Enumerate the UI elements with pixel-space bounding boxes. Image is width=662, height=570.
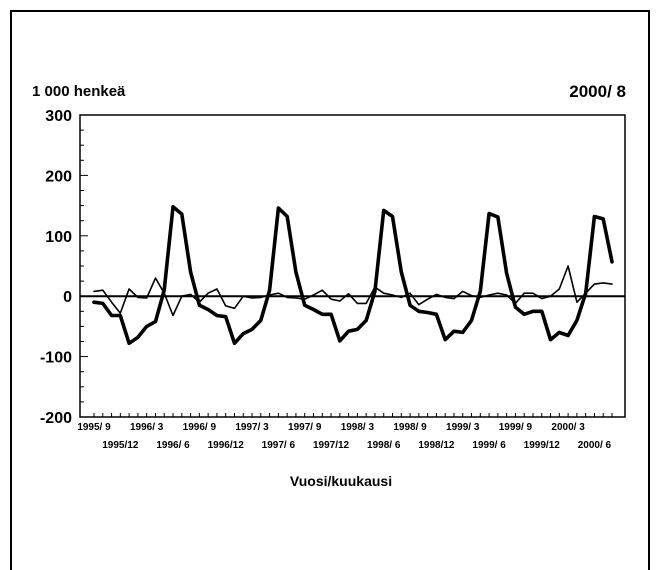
x-tick-label: 1996/12 xyxy=(208,440,245,451)
x-tick-label: 1998/12 xyxy=(418,440,455,451)
x-tick-label: 1998/ 3 xyxy=(341,422,375,433)
x-tick-label: 2000/ 6 xyxy=(578,440,612,451)
y-axis: 300 200 100 0 -100 -200 xyxy=(40,108,88,427)
x-tick-label: 1995/12 xyxy=(102,440,139,451)
y-tick-label: -100 xyxy=(40,350,72,367)
x-tick-label: 1996/ 3 xyxy=(130,422,164,433)
y-tick-label: 0 xyxy=(63,289,72,306)
x-tick-label: 1999/ 9 xyxy=(499,422,533,433)
x-tick-label: 1999/ 3 xyxy=(446,422,480,433)
period-label: 2000/ 8 xyxy=(569,82,626,101)
x-tick-label: 1998/ 9 xyxy=(393,422,427,433)
x-tick-label: 1996/ 9 xyxy=(183,422,217,433)
x-tick-label: 1999/12 xyxy=(524,440,561,451)
series-line-thick xyxy=(92,205,614,346)
x-tick-label: 1997/ 6 xyxy=(262,440,296,451)
chart-frame xyxy=(10,10,650,570)
y-tick-label: 100 xyxy=(45,229,72,246)
x-tick-label: 1996/ 6 xyxy=(156,440,190,451)
x-axis: 1995/ 9 1996/ 3 1996/ 9 1997/ 3 1997/ 9 1998/… xyxy=(77,413,613,451)
plot-area xyxy=(79,114,626,418)
x-tick-label: 1995/ 9 xyxy=(77,422,111,433)
y-unit-label: 1 000 henkeä xyxy=(32,83,126,100)
y-tick-label: -200 xyxy=(40,410,72,427)
x-tick-label: 1998/ 6 xyxy=(367,440,401,451)
x-tick-label: 2000/ 3 xyxy=(551,422,585,433)
x-tick-label: 1997/ 9 xyxy=(288,422,322,433)
y-tick-label: 200 xyxy=(45,168,72,185)
x-axis-title: Vuosi/kuukausi xyxy=(290,473,392,489)
y-tick-label: 300 xyxy=(45,108,72,125)
series-line-thin xyxy=(93,265,613,317)
x-tick-label: 1997/12 xyxy=(313,440,350,451)
x-tick-label: 1997/ 3 xyxy=(235,422,269,433)
series-lines xyxy=(92,205,614,346)
x-tick-label: 1999/ 6 xyxy=(472,440,506,451)
